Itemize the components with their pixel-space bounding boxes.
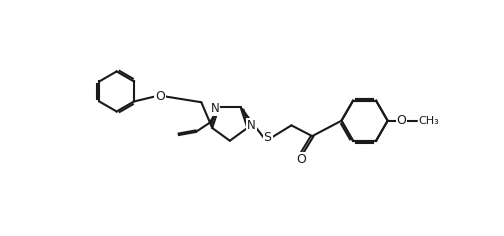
Text: O: O bbox=[296, 153, 306, 166]
Text: N: N bbox=[247, 119, 256, 132]
Text: N: N bbox=[211, 102, 219, 115]
Text: CH₃: CH₃ bbox=[418, 116, 439, 126]
Text: S: S bbox=[264, 131, 272, 144]
Text: O: O bbox=[155, 90, 165, 103]
Text: O: O bbox=[397, 114, 406, 127]
